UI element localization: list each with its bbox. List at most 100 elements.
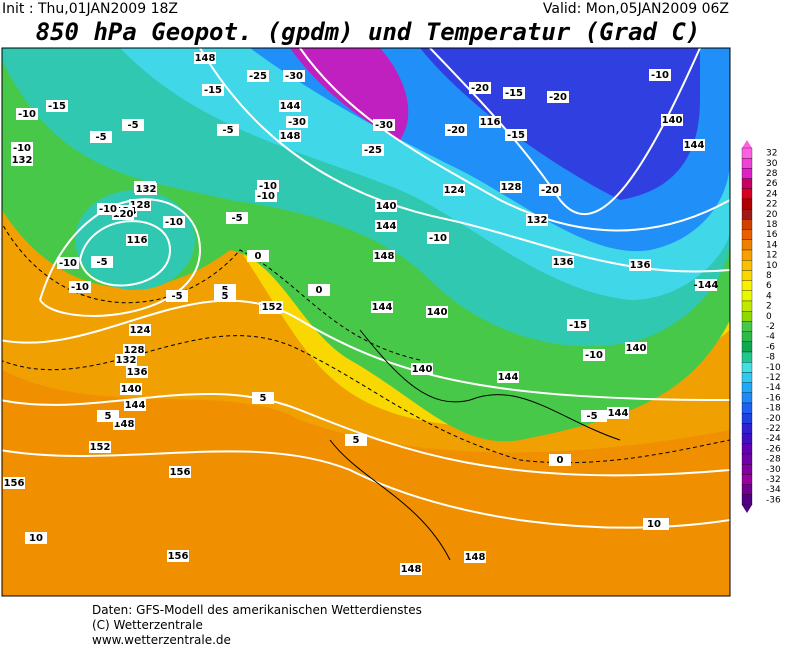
colorbar-box (741, 341, 753, 353)
contour-label-bg (202, 84, 224, 96)
contour-label: -5 (127, 120, 138, 131)
contour-label-bg (255, 190, 277, 202)
contour-label-bg (122, 119, 144, 131)
contour-label: 152 (262, 302, 283, 313)
colorbar-label: -30 (766, 465, 781, 475)
colorbar-box (741, 433, 753, 444)
colorbar-box (741, 362, 753, 373)
colorbar-box (741, 311, 753, 322)
colorbar-box (741, 188, 753, 200)
contour-label: 148 (195, 53, 216, 64)
contour-label-bg (120, 383, 142, 395)
contour-label: 5 (105, 411, 112, 422)
contour-label: 120 (113, 209, 134, 220)
contour-label: 156 (168, 551, 189, 562)
colorbar-box (741, 392, 753, 404)
map-frame (1, 47, 731, 597)
colorbar-box (741, 178, 753, 189)
contour-label-bg (97, 410, 119, 422)
contour-label-bg (661, 114, 683, 126)
contour-label-bg (247, 70, 269, 82)
contour-label-bg (25, 532, 47, 544)
contour-label: 5 (222, 291, 229, 302)
contour-label-bg (411, 363, 433, 375)
colorbar-label: 20 (766, 210, 778, 220)
contour-label: 128 (124, 345, 145, 356)
colorbar-box (741, 321, 753, 332)
contour-label: 136 (630, 260, 651, 271)
colorbar-label: -24 (766, 434, 781, 444)
colorbar-box (741, 453, 753, 465)
contour-label: -5 (231, 213, 242, 224)
contour-label-bg (69, 281, 91, 293)
contour-label-bg (97, 203, 119, 215)
contour-label-bg (427, 232, 449, 244)
contour-label-bg (115, 354, 137, 366)
contour-label: -15 (204, 85, 222, 96)
colorbar-label: -14 (766, 383, 781, 393)
contour-label-bg (279, 100, 301, 112)
contour-label-bg (257, 180, 279, 192)
contour-label-bg (375, 220, 397, 232)
contour-label-bg (581, 410, 603, 422)
map (2, 48, 730, 596)
contour-label-bg (169, 466, 191, 478)
colorbar-label: 4 (766, 291, 772, 301)
contour-label: 148 (114, 419, 135, 430)
contour-label-bg (283, 70, 305, 82)
contour-label: -10 (585, 350, 603, 361)
contour-label: 132 (116, 355, 137, 366)
contour-label-bg (400, 563, 422, 575)
contour-label-bg (226, 212, 248, 224)
contour-label: -5 (171, 291, 182, 302)
colorbar-box (741, 158, 753, 169)
contour-label-bg (443, 184, 465, 196)
contour-label-bg (539, 184, 561, 196)
contour-label-bg (89, 441, 111, 453)
contour-label: 140 (626, 343, 647, 354)
colorbar-label: -16 (766, 393, 781, 403)
contour-label: 148 (401, 564, 422, 575)
contour-label-bg (90, 131, 112, 143)
contour-label-bg (214, 290, 236, 302)
contour-label-bg (126, 366, 148, 378)
colorbar-box (741, 219, 753, 230)
contour-label-bg (469, 82, 491, 94)
colorbar-arrow (742, 140, 752, 148)
contour-label-bg (286, 116, 308, 128)
init-time: Init : Thu,01JAN2009 18Z (2, 1, 178, 17)
colorbar-box (741, 423, 753, 434)
contour-label: -5 (222, 125, 233, 136)
contour-label-bg (123, 344, 145, 356)
contour-label-bg (279, 130, 301, 142)
footer-line: (C) Wetterzentrale (92, 618, 203, 632)
contour-label-bg (583, 349, 605, 361)
contour-label: -10 (257, 191, 275, 202)
colorbar-box (741, 464, 753, 475)
colorbar-box (741, 372, 753, 383)
contour-label-bg (217, 124, 239, 136)
contour-label: -10 (18, 109, 36, 120)
colorbar-label: -32 (766, 475, 781, 485)
colorbar-box (741, 260, 753, 271)
colorbar-box (741, 484, 753, 495)
contour-label-bg (479, 116, 501, 128)
contour-label: 128 (501, 182, 522, 193)
contour-label: -10 (429, 233, 447, 244)
colorbar-box (741, 147, 753, 159)
contour-label: -15 (569, 320, 587, 331)
contour-label-bg (371, 301, 393, 313)
contour-label: -30 (288, 117, 306, 128)
contour-label: 116 (127, 235, 148, 246)
contour-label-bg (135, 183, 157, 195)
contour-label: -10 (165, 217, 183, 228)
contour-label: -30 (375, 120, 393, 131)
contour-label-bg (629, 259, 651, 271)
contour-label: -20 (471, 83, 489, 94)
contour-label-bg (252, 392, 274, 404)
contour-label: 144 (372, 302, 393, 313)
contour-label-bg (124, 399, 146, 411)
contour-label-bg (695, 279, 717, 291)
contour-label-bg (362, 144, 384, 156)
colorbar-label: 24 (766, 189, 778, 199)
